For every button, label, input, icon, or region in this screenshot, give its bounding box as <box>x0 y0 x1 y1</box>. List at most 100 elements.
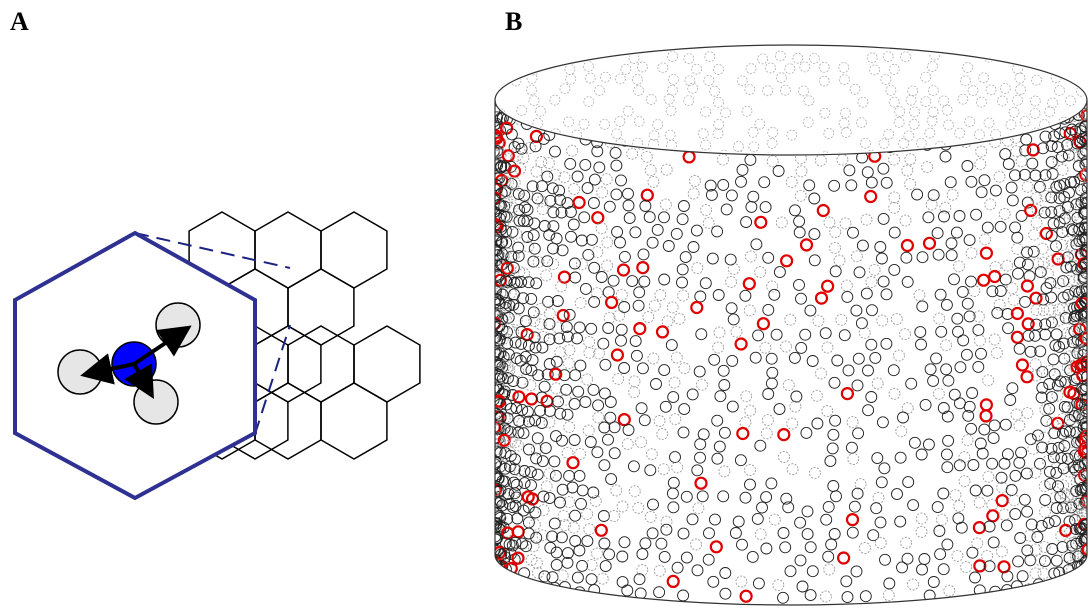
ring <box>852 488 863 499</box>
ring <box>903 477 914 488</box>
ring <box>604 201 615 212</box>
ring <box>945 177 956 188</box>
ring <box>707 253 718 264</box>
ring <box>892 489 903 500</box>
ring <box>532 469 543 480</box>
ring <box>894 350 905 361</box>
tagged-ring <box>503 150 514 161</box>
ring <box>933 249 944 260</box>
ring <box>943 435 954 446</box>
ring <box>564 422 575 433</box>
ring <box>602 237 613 248</box>
ring <box>935 289 946 300</box>
ring <box>968 86 978 96</box>
ring <box>658 464 669 475</box>
ring <box>639 276 650 287</box>
ring <box>687 389 698 400</box>
ring <box>789 352 800 363</box>
ring <box>1002 260 1013 271</box>
figure: A B <box>0 0 1088 609</box>
ring <box>747 551 758 562</box>
ring <box>649 300 660 311</box>
ring <box>879 139 889 149</box>
ring <box>676 139 687 150</box>
ring <box>616 175 627 186</box>
ring <box>580 159 591 170</box>
ring <box>958 335 969 346</box>
ring <box>778 592 789 603</box>
ring <box>1052 380 1063 391</box>
tagged-ring <box>978 275 989 286</box>
ring <box>889 227 900 238</box>
ring <box>941 299 952 310</box>
ring <box>668 477 679 488</box>
ring <box>962 298 973 309</box>
ring <box>958 94 968 104</box>
ring <box>866 339 877 350</box>
ring <box>497 575 508 586</box>
ring <box>585 437 596 448</box>
ring <box>592 548 603 559</box>
ring <box>763 252 774 263</box>
tagged-ring <box>576 121 587 132</box>
ring <box>548 243 559 254</box>
ring <box>889 264 900 275</box>
tagged-ring <box>596 525 607 536</box>
ring <box>983 375 994 386</box>
ring <box>805 590 816 601</box>
ring <box>841 576 852 587</box>
ring <box>696 379 707 390</box>
ring <box>522 579 533 590</box>
ring <box>859 327 870 338</box>
ring <box>921 97 931 107</box>
ring <box>636 403 647 414</box>
ring <box>492 569 503 580</box>
ring <box>952 550 963 561</box>
ring <box>1053 315 1064 326</box>
ring <box>565 158 576 169</box>
ring <box>1036 520 1047 531</box>
tagged-ring <box>499 577 510 588</box>
hex-cell <box>354 326 420 402</box>
ring <box>551 356 562 367</box>
ring <box>796 166 807 177</box>
ring <box>718 154 729 165</box>
ring <box>884 129 894 139</box>
ring <box>623 200 634 211</box>
ring <box>712 226 723 237</box>
ring <box>996 472 1007 483</box>
ring <box>966 176 977 187</box>
ring <box>562 139 572 149</box>
tagged-ring <box>744 278 755 289</box>
ring <box>616 289 627 300</box>
ring <box>877 315 888 326</box>
ring <box>529 316 540 327</box>
tagged-ring <box>801 239 812 250</box>
ring <box>828 481 839 492</box>
ring <box>672 562 683 573</box>
ring <box>900 215 911 226</box>
ring <box>623 188 634 199</box>
ring <box>761 492 772 503</box>
ring <box>692 64 702 74</box>
ring <box>551 559 562 570</box>
ring <box>776 217 787 228</box>
ring <box>728 263 739 274</box>
ring <box>790 401 801 412</box>
tagged-ring <box>778 429 789 440</box>
tagged-ring <box>513 391 524 402</box>
ring <box>613 373 624 384</box>
ring <box>896 426 907 437</box>
ring <box>746 64 756 74</box>
ring <box>1022 545 1033 556</box>
ring <box>619 251 630 262</box>
ring <box>983 471 994 482</box>
ring <box>553 396 564 407</box>
ring <box>755 267 766 278</box>
ring <box>795 190 806 201</box>
ring <box>780 85 790 95</box>
ring <box>624 213 635 224</box>
ring <box>802 529 813 540</box>
ring <box>657 429 668 440</box>
ring <box>825 456 836 467</box>
